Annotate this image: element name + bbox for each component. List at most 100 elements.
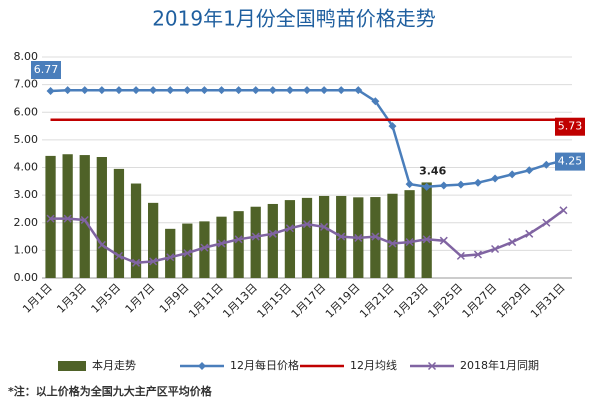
bar [216,216,227,278]
y-tick-label: 1.00 [14,243,39,256]
bar [45,155,56,278]
line [50,88,564,189]
marker [97,240,106,249]
marker [542,160,551,169]
legend-swatch [58,361,86,371]
marker [388,239,397,248]
x-tick-label: 1月31日 [528,281,568,321]
marker [491,174,500,183]
marker [166,86,175,95]
marker [542,218,551,227]
marker [354,233,363,242]
x-tick-label: 1月27日 [460,281,500,321]
marker [337,232,346,241]
bar [267,203,278,278]
bar [130,183,142,278]
marker [508,238,517,247]
marker [114,86,123,95]
legend-marker [198,362,206,370]
marker [217,239,226,248]
x-tick-label: 1月15日 [255,281,295,321]
marker [456,251,465,260]
y-tick-label: 4.00 [14,161,39,174]
x-tick-label: 1月17日 [289,281,329,321]
marker [302,220,312,229]
marker [405,180,414,189]
marker [149,86,158,95]
data-label: 4.25 [558,155,583,168]
marker [132,258,141,267]
data-label-box [31,61,61,79]
marker [63,86,72,95]
x-tick-label: 1月29日 [494,281,534,321]
bar [62,154,73,278]
bar [284,200,296,278]
marker [320,222,329,231]
marker [285,224,294,233]
marker [337,86,346,95]
marker [320,86,329,95]
marker [439,181,448,190]
x-tick-label: 1月5日 [89,281,124,316]
marker [149,257,158,266]
marker [285,86,294,95]
legend-label: 本月走势 [92,358,136,372]
marker [80,215,89,225]
data-label: 6.77 [34,63,59,76]
y-tick-label: 5.00 [14,133,39,146]
marker [388,122,397,131]
x-tick-label: 1月19日 [323,281,363,321]
bar [421,182,432,278]
data-label: 5.73 [558,120,583,133]
marker [251,232,260,241]
marker [234,86,243,95]
legend-label: 2018年1月同期 [460,358,539,372]
y-tick-label: 7.00 [14,78,39,91]
data-label: 3.46 [419,164,446,177]
marker [268,229,277,238]
marker [46,214,55,223]
x-tick-label: 1月13日 [220,281,260,321]
y-tick-label: 6.00 [14,105,39,118]
marker [405,238,414,247]
marker [303,86,311,95]
marker [114,251,123,260]
bar [233,211,244,278]
bar [96,157,107,278]
bar [318,195,330,278]
marker [166,253,175,262]
footnote: *注：以上价格为全国九大主产区平均价格 [8,384,213,398]
y-tick-label: 3.00 [14,188,39,201]
marker [63,214,72,223]
x-tick-label: 1月1日 [20,281,55,316]
bar [387,193,398,278]
marker [559,206,568,215]
data-label-box [555,152,585,171]
x-tick-label: 1月3日 [54,281,89,316]
marker [234,235,243,244]
bar [182,223,193,278]
marker [422,235,431,244]
x-tick-label: 1月7日 [123,281,158,316]
marker [422,182,431,191]
marker [371,232,380,241]
bar [148,202,159,278]
y-tick-label: 0.00 [14,271,39,284]
x-tick-label: 1月23日 [391,281,431,321]
marker [132,86,141,95]
marker [217,86,226,95]
marker [251,86,260,95]
bar [404,190,415,278]
marker [491,244,500,254]
legend-label: 12月均线 [350,358,397,372]
marker [46,86,55,95]
y-tick-label: 2.00 [14,216,39,229]
bar [301,197,313,278]
bar [165,228,176,278]
marker [371,97,380,106]
marker [439,236,448,245]
marker [183,86,192,95]
x-tick-label: 1月21日 [357,281,397,321]
marker [183,249,192,258]
